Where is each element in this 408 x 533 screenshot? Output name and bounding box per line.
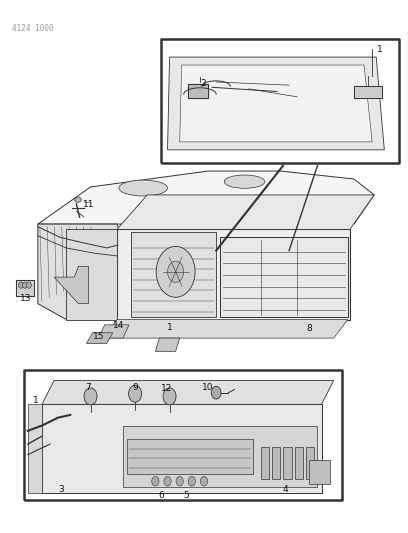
Polygon shape <box>220 237 348 317</box>
Polygon shape <box>86 333 113 343</box>
Polygon shape <box>99 325 129 338</box>
Circle shape <box>22 282 27 288</box>
Circle shape <box>200 477 208 486</box>
Polygon shape <box>66 229 117 319</box>
Text: 10: 10 <box>202 383 214 392</box>
Text: 6: 6 <box>159 491 164 500</box>
Polygon shape <box>105 319 348 338</box>
Text: 14: 14 <box>113 321 124 330</box>
Polygon shape <box>42 381 334 405</box>
Polygon shape <box>38 171 374 224</box>
Text: 4: 4 <box>282 484 288 494</box>
FancyBboxPatch shape <box>284 447 292 479</box>
Polygon shape <box>308 460 330 484</box>
Text: 2: 2 <box>200 79 206 88</box>
Ellipse shape <box>119 180 168 196</box>
Circle shape <box>156 246 195 297</box>
Polygon shape <box>180 65 372 142</box>
Circle shape <box>168 261 184 282</box>
FancyBboxPatch shape <box>272 447 280 479</box>
Circle shape <box>152 477 159 486</box>
Text: 1: 1 <box>377 45 383 54</box>
Text: 1: 1 <box>33 396 39 405</box>
FancyBboxPatch shape <box>306 447 314 479</box>
Text: 8: 8 <box>306 324 312 333</box>
Polygon shape <box>117 229 350 319</box>
FancyBboxPatch shape <box>261 447 269 479</box>
Circle shape <box>188 477 195 486</box>
Circle shape <box>18 282 23 288</box>
Text: 12: 12 <box>161 384 173 393</box>
Text: 5: 5 <box>183 491 188 500</box>
Polygon shape <box>168 57 384 150</box>
Text: 7: 7 <box>86 383 91 392</box>
Polygon shape <box>54 266 89 304</box>
Text: 15: 15 <box>93 332 104 341</box>
Polygon shape <box>127 439 253 474</box>
Circle shape <box>27 282 31 288</box>
Text: 11: 11 <box>83 200 94 209</box>
Circle shape <box>176 477 183 486</box>
Polygon shape <box>42 405 322 494</box>
Text: 13: 13 <box>20 294 31 303</box>
Polygon shape <box>188 84 208 98</box>
Circle shape <box>84 388 97 405</box>
Polygon shape <box>38 224 127 319</box>
Text: 4124 1000: 4124 1000 <box>11 23 53 33</box>
FancyBboxPatch shape <box>295 447 303 479</box>
Ellipse shape <box>224 175 265 188</box>
Ellipse shape <box>75 197 81 203</box>
Polygon shape <box>354 86 382 98</box>
Text: 1: 1 <box>167 323 173 332</box>
Polygon shape <box>155 338 180 351</box>
Polygon shape <box>131 232 216 317</box>
Polygon shape <box>28 405 42 494</box>
Text: 3: 3 <box>58 484 64 494</box>
Circle shape <box>129 385 142 402</box>
Circle shape <box>164 477 171 486</box>
Polygon shape <box>117 195 374 229</box>
Circle shape <box>163 388 176 405</box>
Polygon shape <box>16 280 34 296</box>
Circle shape <box>211 386 221 399</box>
Polygon shape <box>123 425 317 487</box>
Text: 9: 9 <box>132 383 138 392</box>
